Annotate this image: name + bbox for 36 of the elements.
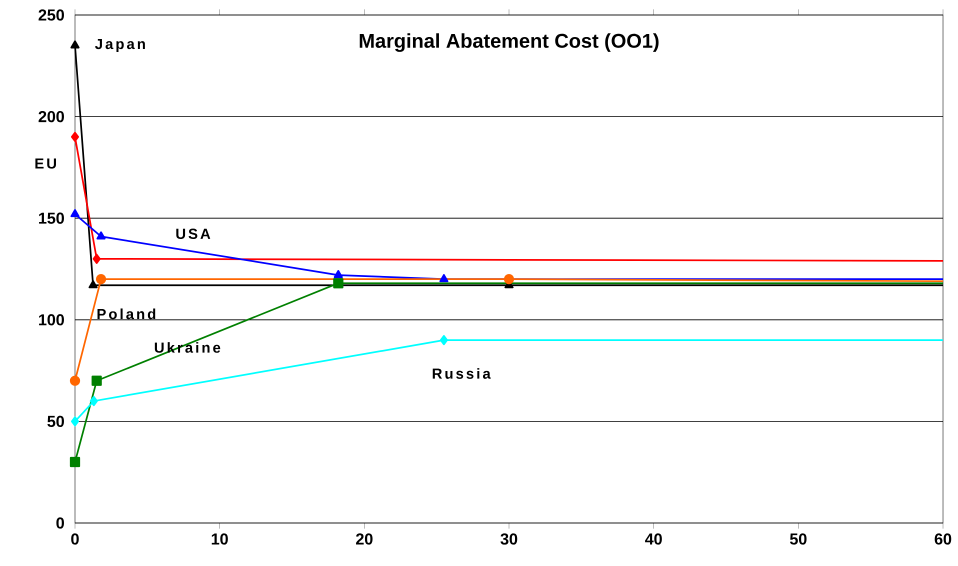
series-label: Russia	[432, 368, 491, 379]
y-tick-label: 200	[38, 110, 64, 122]
x-tick-label: 50	[790, 533, 807, 545]
point	[92, 254, 101, 264]
point	[90, 396, 98, 406]
y-tick-label: 250	[38, 9, 64, 21]
x-tick-label: 30	[500, 533, 518, 545]
point	[88, 280, 98, 288]
y-tick-label: 100	[39, 314, 64, 326]
point	[70, 416, 80, 427]
series-label: EU	[35, 158, 56, 169]
point	[334, 270, 343, 278]
x-tick-label: 0	[71, 533, 79, 545]
x-tick-label: 10	[212, 533, 228, 545]
y-tick-label: 50	[47, 416, 64, 428]
x-tick-label: 60	[934, 533, 952, 545]
point	[70, 456, 80, 468]
point	[70, 132, 80, 142]
series-label: Poland	[98, 308, 156, 320]
point	[333, 278, 344, 288]
series-label: Japan	[95, 38, 145, 52]
x-tick-label: 20	[356, 533, 373, 545]
series-label: USA	[176, 228, 210, 239]
x-tick-label: 40	[645, 533, 662, 545]
point	[504, 274, 514, 284]
point	[96, 231, 106, 240]
point	[70, 209, 80, 218]
point	[70, 40, 80, 48]
point	[96, 274, 106, 284]
text: Marginal Abatement Cost (OO1)	[360, 33, 659, 52]
point	[92, 376, 102, 386]
point	[440, 335, 448, 346]
point	[439, 274, 448, 282]
y-tick-label: 150	[39, 212, 64, 224]
point	[70, 376, 80, 386]
y-tick-label: 0	[56, 517, 64, 529]
